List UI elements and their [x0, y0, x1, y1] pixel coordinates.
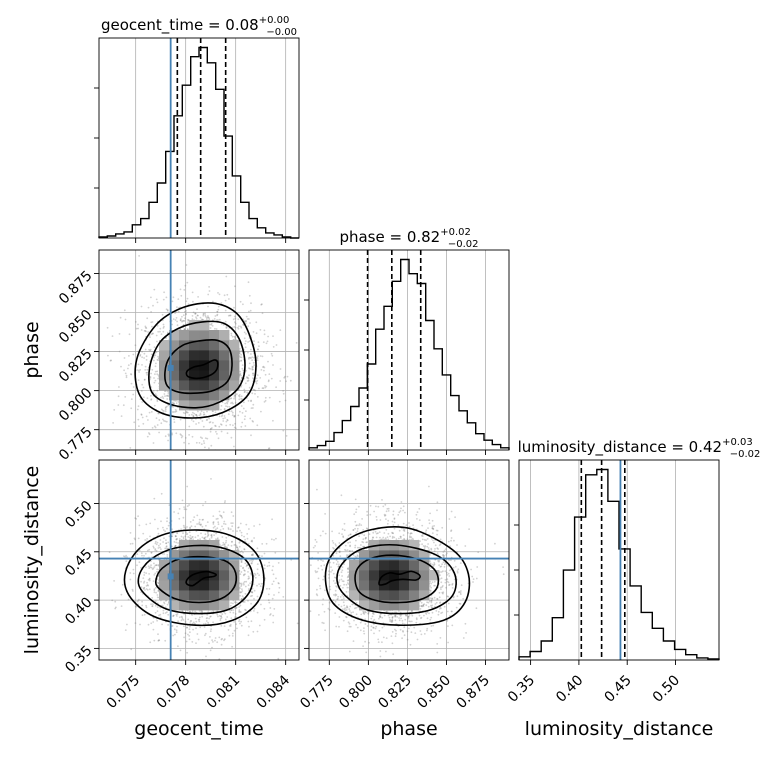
pair-phase-luminosity_distance-xtick-label-2: 0.825	[375, 672, 415, 712]
hist-panel-luminosity_distance: 0.35 0.40 0.45 0.50	[505, 459, 720, 706]
pair-geocent_time-phase-contour-0	[185, 359, 219, 380]
pair-geocent_time-luminosity_distance-truth-marker	[167, 573, 174, 580]
pair-geocent_time-luminosity_distance-ytick-label-2: 0.45	[62, 546, 95, 579]
hist-frame-geocent_time	[98, 37, 300, 239]
pair-geocent_time-phase-ytick-label-2: 0.825	[56, 346, 96, 386]
pair-geocent_time-phase-frame	[98, 249, 300, 451]
pair-geocent_time-luminosity_distance-ytick-label-1: 0.40	[62, 594, 95, 627]
scatter-panel-phase-vs-luminosity_distance: 0.775 0.800 0.825 0.850 0.875	[297, 459, 510, 712]
pair-geocent_time-luminosity_distance-density	[159, 540, 240, 611]
pair-geocent_time-luminosity_distance-contour-1	[154, 556, 238, 604]
pair-geocent_time-phase-contour-2	[148, 320, 246, 409]
pair-geocent_time-phase-ytick-label-4: 0.875	[56, 268, 96, 308]
pair-phase-luminosity_distance-xtick-label-3: 0.850	[414, 672, 454, 712]
pair-geocent_time-phase-ytick-label-3: 0.850	[56, 307, 96, 347]
pair-geocent_time-luminosity_distance-ytick-label-3: 0.50	[62, 498, 95, 531]
pair-phase-luminosity_distance-xtick-label-0: 0.775	[297, 672, 337, 712]
pair-geocent_time-phase-ytick-label-1: 0.800	[56, 385, 96, 425]
pair-geocent_time-luminosity_distance-xtick-label-1: 0.078	[154, 672, 194, 712]
pair-geocent_time-phase-density	[159, 320, 240, 411]
pair-geocent_time-luminosity_distance-xtick-label-2: 0.081	[204, 672, 244, 712]
panel-title-phase: phase = 0.82+0.02 −0.02	[339, 227, 478, 250]
histogram-phase	[308, 258, 510, 450]
pair-geocent_time-luminosity_distance-plot-area	[99, 460, 299, 660]
x-axis-label-geocent_time: geocent_time	[134, 718, 263, 740]
scatter-panel-geocent_time-vs-luminosity_distance: 0.075 0.078 0.081 0.084 0.35 0.40 0.45 0.50	[62, 459, 300, 712]
pair-geocent_time-luminosity_distance-xtick-label-0: 0.075	[104, 672, 144, 712]
hist-panel-geocent_time	[94, 37, 300, 243]
hist-luminosity_distance-xtick-label-0: 0.35	[505, 672, 538, 705]
hist-luminosity_distance-xtick-label-3: 0.50	[650, 672, 683, 705]
pair-geocent_time-luminosity_distance-contour-2	[137, 544, 254, 615]
pair-geocent_time-phase-contour-1	[164, 338, 233, 395]
pair-geocent_time-phase-contour-3	[134, 302, 257, 419]
hist-frame-luminosity_distance	[518, 459, 720, 661]
pair-geocent_time-luminosity_distance-contour-3	[123, 529, 265, 627]
hist-frame-phase	[308, 249, 510, 451]
pair-phase-luminosity_distance-contour-3	[324, 525, 471, 627]
pair-geocent_time-luminosity_distance-contour-0	[185, 570, 217, 587]
panel-title-luminosity_distance: luminosity_distance = 0.42+0.03 −0.02	[518, 437, 760, 460]
pair-phase-luminosity_distance-frame	[308, 459, 510, 661]
pair-phase-luminosity_distance-contour-1	[354, 554, 440, 604]
pair-phase-luminosity_distance-plot-area	[309, 460, 509, 658]
pair-geocent_time-phase-ytick-label-0: 0.775	[56, 424, 96, 464]
histogram-geocent_time	[98, 46, 299, 239]
pair-geocent_time-phase-plot-area	[106, 250, 298, 450]
pair-geocent_time-luminosity_distance-xtick-label-3: 0.084	[254, 672, 294, 712]
pair-phase-luminosity_distance-xtick-label-4: 0.875	[454, 672, 494, 712]
hist-panel-phase	[304, 249, 510, 455]
pair-geocent_time-luminosity_distance-frame	[98, 459, 300, 661]
panel-title-geocent_time: geocent_time = 0.08+0.00 −0.00	[101, 15, 297, 38]
x-axis-label-phase: phase	[380, 718, 437, 740]
y-axis-label-luminosity_distance: luminosity_distance	[21, 466, 43, 655]
pair-phase-luminosity_distance-contour-2	[336, 543, 457, 615]
hist-luminosity_distance-xtick-label-1: 0.40	[553, 672, 586, 705]
pair-phase-luminosity_distance-xtick-label-1: 0.800	[336, 672, 376, 712]
histogram-luminosity_distance	[518, 468, 720, 660]
pair-geocent_time-luminosity_distance-ytick-label-0: 0.35	[62, 643, 95, 676]
x-axis-label-luminosity_distance: luminosity_distance	[525, 718, 714, 740]
pair-phase-luminosity_distance-contour-0	[378, 570, 421, 586]
hist-luminosity_distance-xtick-label-2: 0.45	[601, 672, 634, 705]
y-axis-label-phase: phase	[21, 321, 43, 378]
pair-geocent_time-phase-truth-marker	[167, 364, 174, 371]
